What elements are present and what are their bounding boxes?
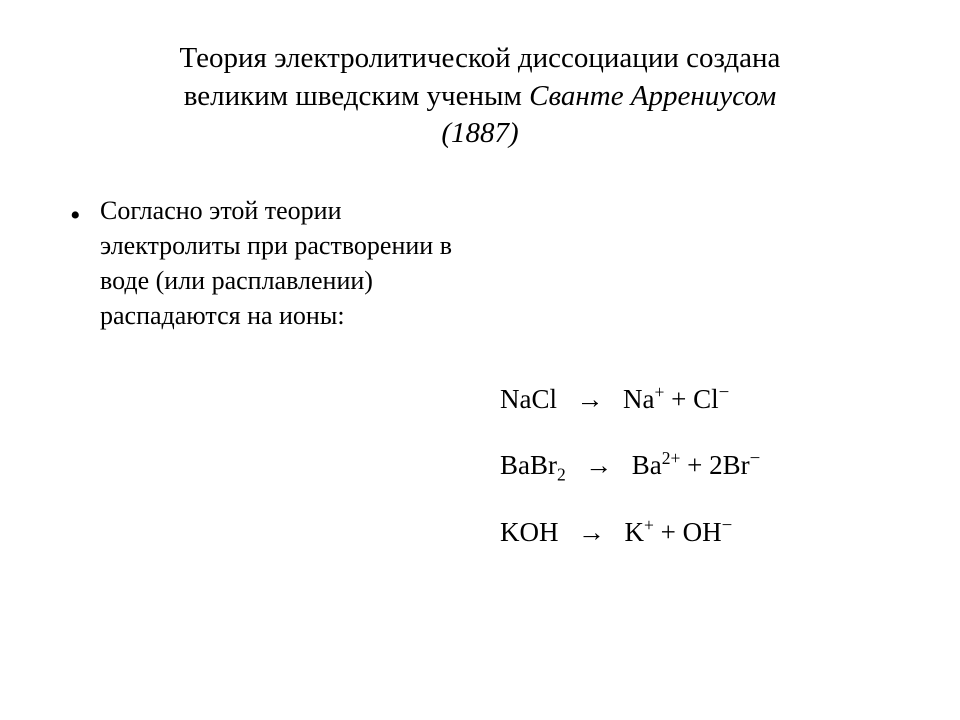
eq2-rhs-b-charge: − <box>750 448 761 469</box>
eq1-rhs-a: Na <box>623 384 654 414</box>
bullet-paragraph: • Согласно этой теории электролиты при р… <box>70 193 470 333</box>
eq1-rhs-a-charge: + <box>654 382 664 402</box>
eq3-rhs-b-charge: − <box>722 515 733 536</box>
title-line-2-italic: Сванте Аррениусом <box>529 80 776 112</box>
eq1-rhs-b: Cl <box>693 384 719 414</box>
eq2-lhs-sub: 2 <box>557 465 566 485</box>
eq2-plus: + 2 <box>680 450 722 480</box>
eq3-rhs-a-charge: + <box>644 515 654 535</box>
equation-1: NaCl → Na+ + Cl− <box>500 383 760 415</box>
eq2-rhs-a: Ba <box>632 450 662 480</box>
arrow-icon: → <box>578 516 605 548</box>
eq1-rhs-b-charge: − <box>719 382 730 403</box>
eq2-rhs-a-charge: 2+ <box>662 448 681 468</box>
arrow-icon: → <box>577 383 604 415</box>
eq3-rhs-b: OH <box>683 517 722 547</box>
eq3-plus: + <box>654 517 683 547</box>
eq2-rhs-b: Br <box>723 450 750 480</box>
bullet-icon: • <box>70 201 81 231</box>
title-line-2-plain: великим шведским ученым <box>184 80 529 112</box>
eq1-plus: + <box>664 384 693 414</box>
equations-block: NaCl → Na+ + Cl− BaBr2 → Ba2+ + 2Br− KOH… <box>500 383 760 582</box>
eq2-lhs: BaBr <box>500 450 557 480</box>
arrow-icon: → <box>585 449 612 481</box>
equation-2: BaBr2 → Ba2+ + 2Br− <box>500 449 760 481</box>
eq3-lhs: KOH <box>500 517 559 547</box>
slide-body: • Согласно этой теории электролиты при р… <box>70 193 890 582</box>
eq1-lhs: NaCl <box>500 384 557 414</box>
equation-3: KOH → K+ + OH− <box>500 516 760 548</box>
title-line-1: Теория электролитической диссоциации соз… <box>180 42 781 74</box>
slide-title: Теория электролитической диссоциации соз… <box>70 40 890 153</box>
title-line-3: (1887) <box>441 117 518 149</box>
eq3-rhs-a: K <box>625 517 645 547</box>
bullet-text: Согласно этой теории электролиты при рас… <box>100 196 452 330</box>
slide: Теория электролитической диссоциации соз… <box>0 0 960 720</box>
